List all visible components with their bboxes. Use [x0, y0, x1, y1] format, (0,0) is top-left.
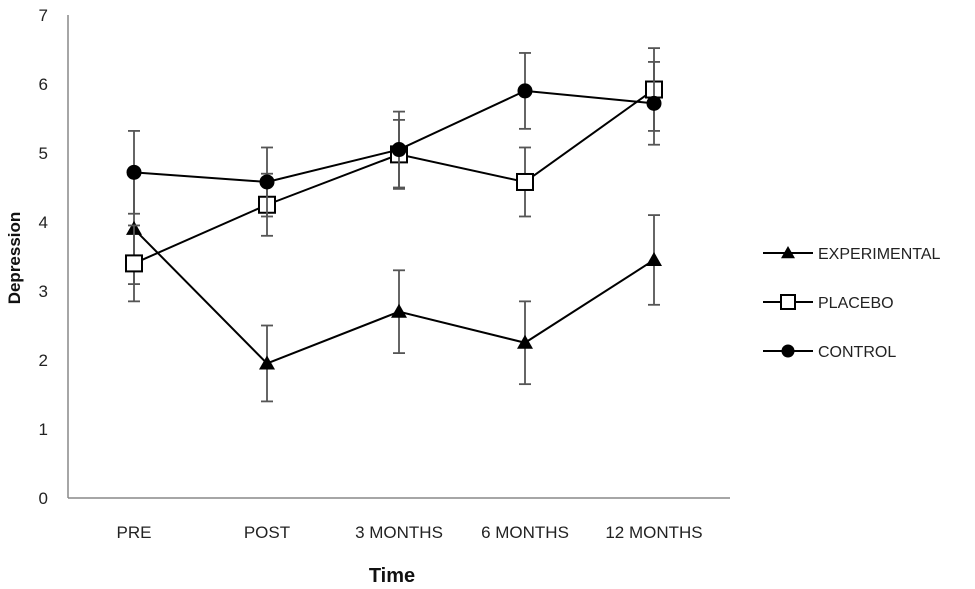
series-line	[133, 228, 655, 365]
series-line	[133, 88, 655, 265]
legend-label: CONTROL	[818, 344, 896, 361]
legend: EXPERIMENTAL PLACEBO CONTROL	[763, 246, 941, 361]
triangle-marker	[517, 334, 533, 349]
square-marker	[125, 254, 143, 273]
legend-label: EXPERIMENTAL	[818, 246, 941, 263]
circle-marker	[517, 83, 533, 99]
legend-item-control: CONTROL	[763, 344, 896, 361]
x-tick-label: 6 MONTHS	[481, 523, 569, 542]
circle-marker	[391, 142, 407, 158]
x-axis-title: Time	[369, 565, 415, 587]
circle-marker	[126, 164, 142, 180]
y-tick-label: 0	[39, 489, 48, 508]
series-control	[126, 52, 662, 218]
y-tick-label: 2	[39, 351, 48, 370]
series-line	[133, 89, 655, 183]
x-tick-label: POST	[244, 523, 290, 542]
circle-marker	[646, 95, 662, 111]
circle-marker	[781, 344, 795, 358]
y-tick-label: 6	[39, 75, 48, 94]
legend-item-placebo: PLACEBO	[763, 294, 894, 312]
triangle-marker	[391, 303, 407, 318]
square-marker	[780, 294, 796, 310]
square-marker	[516, 172, 534, 191]
series-placebo	[125, 47, 663, 303]
x-tick-label: 12 MONTHS	[605, 523, 702, 542]
y-axis-title: Depression	[5, 212, 24, 305]
y-tick-label: 1	[39, 420, 48, 439]
triangle-marker	[781, 246, 795, 259]
triangle-marker	[259, 355, 275, 370]
legend-item-experimental: EXPERIMENTAL	[763, 246, 941, 263]
y-tick-label: 4	[39, 213, 48, 232]
circle-marker	[259, 174, 275, 190]
triangle-marker	[646, 251, 662, 266]
y-tick-label: 7	[39, 6, 48, 25]
y-tick-label: 3	[39, 282, 48, 301]
x-tick-label: PRE	[117, 523, 152, 542]
series-experimental	[126, 172, 662, 403]
legend-label: PLACEBO	[818, 295, 894, 312]
plot-area	[125, 47, 663, 403]
y-tick-label: 5	[39, 144, 48, 163]
axes: 0 1 2 3 4 5 6 7 PRE POST 3 MONTHS 6 MONTHS 12 MONTHS…	[5, 6, 730, 587]
x-tick-label: 3 MONTHS	[355, 523, 443, 542]
